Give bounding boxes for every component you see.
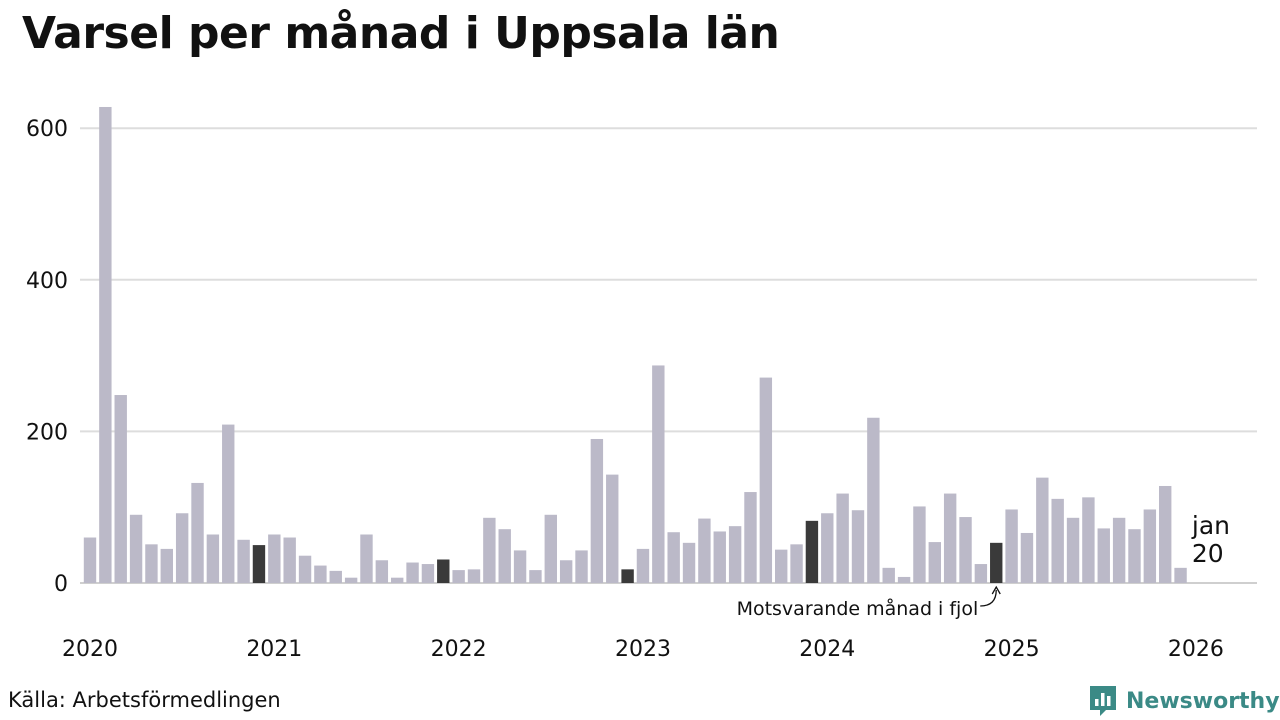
bar-2024-11: [974, 564, 988, 583]
bar-2020-11: [237, 539, 250, 583]
bar-2021-07: [360, 534, 373, 583]
bar-2022-02: [467, 569, 481, 583]
x-tick-label-2025: 2025: [984, 637, 1040, 662]
chart-title: Varsel per månad i Uppsala län: [22, 8, 780, 59]
x-tick-label-2022: 2022: [431, 637, 487, 662]
bar-chart: 0 200 400 600 2020 2021 2022 2023 2024 2025 2026 ja…: [26, 106, 1257, 662]
current-value-label: 20: [1192, 539, 1224, 568]
bar-2024-01: [821, 513, 834, 583]
current-month-label: jan: [1191, 511, 1230, 540]
source-note: Källa: Arbetsförmedlingen: [8, 688, 281, 712]
bar-2025-06: [1082, 497, 1095, 583]
bar-2021-01: [268, 534, 281, 583]
bar-2021-08: [375, 560, 389, 583]
bar-same-month-last-years-2020-12: [252, 545, 266, 583]
bar-2020-09: [206, 534, 220, 583]
bar-2021-11: [421, 564, 435, 583]
bar-2020-01: [83, 537, 97, 583]
bar-2024-03: [851, 510, 865, 583]
bar-2022-09: [575, 550, 588, 583]
bar-2022-05: [513, 550, 527, 583]
x-tick-label-2024: 2024: [799, 637, 855, 662]
bar-same-month-last-years-2024-12: [990, 542, 1003, 583]
y-tick-label: 200: [26, 420, 68, 445]
bar-2020-07: [175, 513, 189, 583]
bar-2023-02: [652, 365, 665, 583]
bar-2022-08: [559, 560, 573, 583]
bar-2024-04: [867, 417, 880, 583]
bar-2024-08: [928, 542, 941, 583]
bar-same-month-last-years-2021-12: [437, 559, 450, 583]
x-tick-label-2026: 2026: [1168, 637, 1224, 662]
y-tick-label: 400: [26, 269, 68, 294]
bar-2025-02: [1020, 532, 1034, 583]
bar-2024-10: [959, 517, 972, 583]
bar-2022-03: [483, 517, 496, 583]
bar-2023-01: [636, 548, 650, 583]
y-tick-label: 0: [54, 572, 68, 597]
bar-same-month-last-years-2022-12: [621, 569, 634, 583]
bar-2023-03: [667, 532, 680, 583]
bar-2025-12: [1174, 567, 1187, 583]
bar-2021-09: [391, 577, 404, 583]
bar-2023-06: [713, 531, 726, 583]
bar-2021-06: [344, 577, 358, 583]
bar-2021-03: [298, 555, 312, 583]
bar-2020-10: [222, 424, 235, 583]
bar-2025-05: [1066, 517, 1080, 583]
bar-2021-04: [314, 565, 327, 583]
bar-2022-10: [590, 438, 604, 583]
bar-2025-08: [1112, 517, 1126, 583]
bar-2024-07: [913, 506, 926, 583]
bar-2021-05: [329, 570, 342, 583]
newsworthy-logo-icon: [1090, 686, 1116, 716]
bar-2025-11: [1159, 485, 1172, 583]
bar-2025-07: [1097, 528, 1110, 583]
bar-2025-04: [1051, 498, 1064, 583]
x-tick-label-2023: 2023: [615, 637, 671, 662]
bar-same-month-last-years-2023-12: [805, 520, 819, 583]
bar-2022-04: [498, 529, 511, 583]
bar-2025-01: [1005, 509, 1018, 583]
annotation-text: Motsvarande månad i fjol: [737, 597, 979, 620]
bar-2021-10: [406, 562, 419, 583]
bar-2025-10: [1143, 509, 1157, 583]
annotation-arrowhead: [991, 585, 1001, 595]
bar-2023-08: [744, 492, 757, 583]
bar-2023-05: [698, 518, 711, 583]
bar-2022-11: [606, 474, 619, 583]
bar-2020-05: [145, 544, 158, 583]
bar-2022-06: [529, 570, 542, 583]
annotation-arrow: [980, 589, 997, 607]
bar-2022-07: [544, 514, 557, 583]
bar-2020-06: [160, 548, 173, 583]
bar-2023-09: [759, 377, 773, 583]
bar-2020-02: [99, 106, 112, 583]
bar-2020-04: [129, 514, 143, 583]
bar-2024-09: [943, 493, 957, 583]
bar-2020-03: [114, 395, 127, 583]
bar-2023-11: [790, 544, 803, 583]
brand-logo: Newsworthy: [1088, 684, 1280, 718]
bar-2023-10: [775, 549, 788, 583]
brand-name: Newsworthy: [1126, 688, 1280, 714]
x-tick-label-2021: 2021: [246, 637, 302, 662]
bar-2022-01: [452, 570, 465, 583]
bar-2024-06: [897, 576, 911, 583]
bar-2020-08: [191, 482, 204, 583]
x-tick-label-2020: 2020: [62, 637, 118, 662]
bar-2021-02: [283, 537, 296, 583]
bar-2023-07: [728, 526, 742, 583]
bar-2024-05: [882, 567, 895, 583]
bar-2023-04: [682, 542, 696, 583]
bar-2024-02: [836, 493, 849, 583]
y-tick-label: 600: [26, 117, 68, 142]
bar-2025-03: [1036, 477, 1049, 583]
bar-2025-09: [1128, 529, 1141, 583]
